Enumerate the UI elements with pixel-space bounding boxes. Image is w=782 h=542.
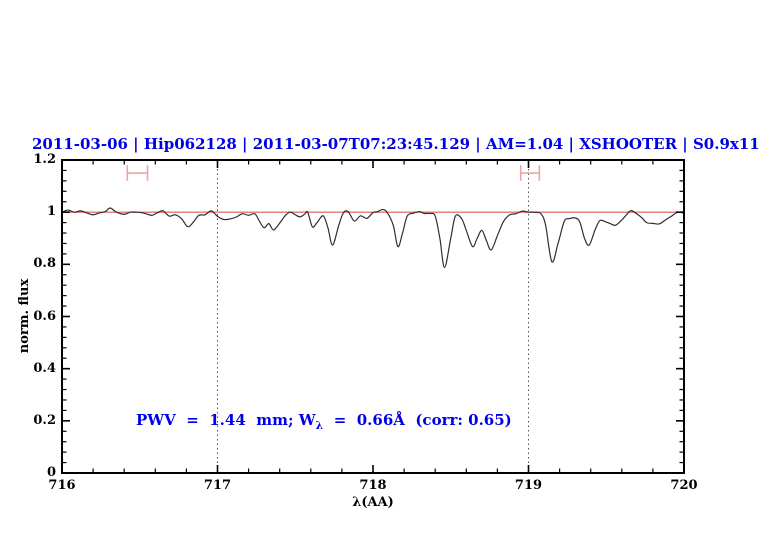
pwv-annotation-pre: PWV = 1.44 mm; W	[136, 411, 316, 429]
x-axis-label: λ(AA)	[352, 495, 394, 510]
y-tick-label: 0.4	[33, 360, 56, 376]
y-tick-label: 0.6	[33, 308, 56, 324]
pwv-annotation-post: = 0.66Å (corr: 0.65)	[323, 411, 512, 429]
y-tick-label: 0.2	[33, 412, 56, 428]
y-tick-label: 0.8	[33, 256, 56, 272]
x-tick-label: 719	[514, 478, 543, 493]
plot-title: 2011-03-06 | Hip062128 | 2011-03-07T07:2…	[32, 135, 760, 153]
x-tick-label: 718	[359, 478, 387, 493]
spectrum-curve	[61, 207, 685, 269]
x-tick-label: 720	[670, 478, 698, 493]
y-tick-label: 0	[46, 465, 56, 480]
pwv-annotation-lambda-sub: λ	[315, 419, 324, 432]
y-tick-label: 1.2	[33, 152, 56, 167]
x-tick-label: 717	[203, 478, 232, 493]
y-tick-label: 1	[46, 204, 56, 220]
x-tick-label: 716	[48, 478, 76, 493]
pwv-annotation: PWV = 1.44 mm; Wλ = 0.66Å (corr: 0.65)	[136, 411, 512, 432]
